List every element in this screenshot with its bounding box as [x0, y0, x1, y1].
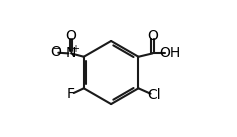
Text: Cl: Cl [148, 88, 161, 102]
Text: O: O [66, 28, 77, 43]
Text: +: + [71, 44, 79, 54]
Text: O: O [50, 45, 61, 59]
Text: −: − [53, 44, 61, 54]
Text: F: F [67, 87, 75, 101]
Text: O: O [147, 28, 158, 43]
Text: N: N [66, 46, 76, 60]
Text: OH: OH [159, 46, 180, 60]
